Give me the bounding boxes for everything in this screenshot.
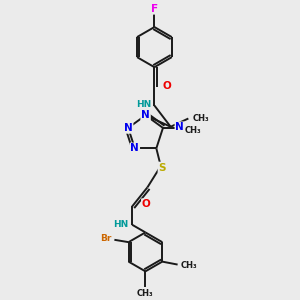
Text: N: N [176, 122, 184, 132]
Text: CH₃: CH₃ [192, 114, 209, 123]
Text: CH₃: CH₃ [137, 289, 154, 298]
Text: CH₃: CH₃ [185, 126, 202, 135]
Text: Br: Br [100, 234, 111, 243]
Text: HN: HN [136, 100, 151, 109]
Text: CH₃: CH₃ [181, 261, 197, 270]
Text: S: S [158, 163, 166, 172]
Text: N: N [124, 123, 133, 133]
Text: N: N [130, 143, 139, 153]
Text: F: F [151, 4, 158, 14]
Text: N: N [141, 110, 150, 120]
Text: O: O [162, 81, 171, 91]
Text: O: O [142, 199, 151, 209]
Text: HN: HN [113, 220, 129, 229]
